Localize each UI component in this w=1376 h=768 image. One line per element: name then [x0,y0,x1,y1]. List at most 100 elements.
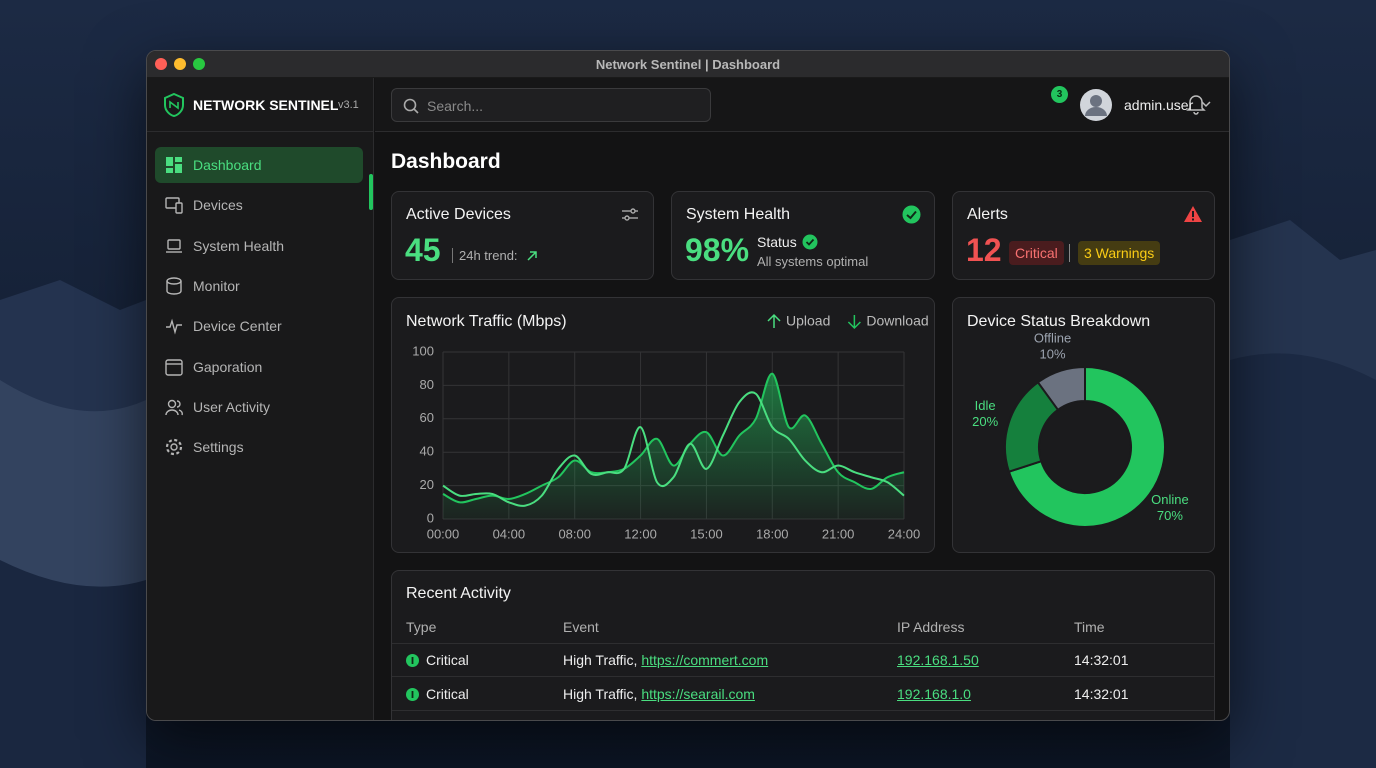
notification-badge: 3 [1051,86,1068,103]
window-title: Network Sentinel | Dashboard [595,57,781,72]
active-devices-card: Active Devices 45 24h trend: [391,191,654,280]
x-tick-label: 08:00 [558,526,591,541]
bell-icon[interactable] [1186,93,1206,115]
event-cell: High Traffic, https://searail.com [563,686,755,702]
x-tick-label: 15:00 [690,526,723,541]
nav-icon [165,438,183,456]
nav-item[interactable]: User Activity [155,389,363,425]
traffic-chart: Network Traffic (Mbps) 0 20 40 60 80 100 00:00 0… [406,313,929,542]
traffic-card: Network Traffic (Mbps) 0 20 40 60 80 100 00:00 0… [391,297,935,553]
nav-item[interactable]: Device Center [155,308,363,344]
legend-label: Download [866,313,928,329]
recent-activity-card: Recent Activity Type Event IP Address Time C… [391,570,1215,720]
minimize-button[interactable] [174,58,186,70]
nav-icon [166,157,182,173]
row-separator [392,643,1214,644]
trend-label: 24h trend: [452,248,518,263]
card-value: 98% [685,232,750,268]
event-cell: High Traffic, https://mail.mail.com [563,719,769,720]
device-status-card: Device Status Breakdown Online 70% Idle 20% O… [952,297,1215,553]
event-link[interactable]: https://mail.mail.com [641,719,769,720]
ip-link[interactable]: 192.168.1.0 [897,685,971,702]
line [442,372,905,504]
nav-icon [165,358,183,376]
time-cell: 14:32:01 [1074,685,1129,702]
row-separator [392,676,1214,677]
card-value: 12 [966,232,1002,268]
nav-item[interactable]: Dashboard [155,147,363,183]
donut-slice [1036,365,1086,412]
x-tick-label: 21:00 [822,526,855,541]
card-title: Alerts [967,206,1008,223]
trend-icon [527,251,537,261]
dropdown-caret[interactable] [1201,101,1211,109]
nav-label: User Activity [193,398,271,415]
event-link[interactable]: https://searail.com [641,685,755,702]
zoom-button[interactable] [193,58,205,70]
type-cell: Critical [426,652,469,668]
time-cell: 14:30:00 [1074,719,1129,720]
sidebar: NETWORK SENTINEL v3.1 Dashboard Devices Sy… [147,78,374,720]
event-text: High Traffic, [563,652,638,668]
ip-link[interactable]: 192.168.1.50 [897,719,979,720]
slice-value-label: 70% [1157,508,1183,523]
nav-item[interactable]: Gaporation [155,349,363,385]
table-title: Recent Activity [406,585,511,602]
severity-icon [406,654,419,667]
y-tick-label: 60 [420,410,434,425]
health-ok-icon [902,205,921,224]
active-indicator [369,174,373,210]
brand-name: NETWORK SENTINEL [193,97,339,113]
time-cell: 14:32:01 [1074,652,1129,668]
status-icon [802,234,818,250]
line [442,391,905,507]
nav-item[interactable]: System Health [155,228,363,264]
close-button[interactable] [155,58,167,70]
legend-label: Upload [786,313,830,329]
nav-item[interactable]: Monitor [155,268,363,304]
nav-label: Gaporation [193,358,263,375]
nav-icon [165,399,183,416]
card-title: System Health [686,206,791,223]
critical-badge: Critical [1009,241,1064,265]
legend-arrow [847,315,861,330]
slice-value-label: 10% [1040,347,1066,362]
filter-icon[interactable] [621,207,639,223]
donut-slice [1007,365,1166,528]
y-tick-label: 20 [420,477,434,492]
nav-item[interactable]: Settings [155,429,363,465]
nav-label: Devices [193,197,243,214]
brand-logo [164,93,184,117]
y-tick-label: 0 [427,510,434,525]
app-window: Network Sentinel | Dashboard NETWORK SEN… [146,50,1230,721]
search-box[interactable]: Search... [391,88,711,122]
event-link[interactable]: https://commert.com [641,652,769,668]
user-name[interactable]: admin.user [1124,97,1194,113]
page-title: Dashboard [391,150,501,173]
alert-icon [1184,206,1202,222]
ip-link[interactable]: 192.168.1.50 [897,652,979,668]
chart-title: Network Traffic (Mbps) [406,313,567,330]
slice-label: Online [1151,492,1189,507]
nav-label: Dashboard [193,157,262,173]
divider [1069,244,1070,262]
column-header: IP Address [897,619,965,635]
y-tick-label: 80 [420,377,434,392]
status-label: Status [757,234,797,250]
nav-label: Settings [193,439,244,456]
type-cell: Critical [426,719,469,720]
nav-icon [166,277,182,295]
search-icon [403,98,419,114]
nav-item[interactable]: Devices [155,187,363,223]
x-tick-label: 24:00 [888,526,921,541]
x-tick-label: 18:00 [756,526,789,541]
x-tick-label: 04:00 [493,526,526,541]
slice-label: Idle [975,398,996,413]
slice-label: Offline [1034,331,1071,346]
nav-label: System Health [193,237,285,254]
chart-title: Device Status Breakdown [967,313,1150,330]
avatar[interactable] [1079,88,1113,122]
severity-icon [406,687,419,701]
x-tick-label: 00:00 [427,526,460,541]
